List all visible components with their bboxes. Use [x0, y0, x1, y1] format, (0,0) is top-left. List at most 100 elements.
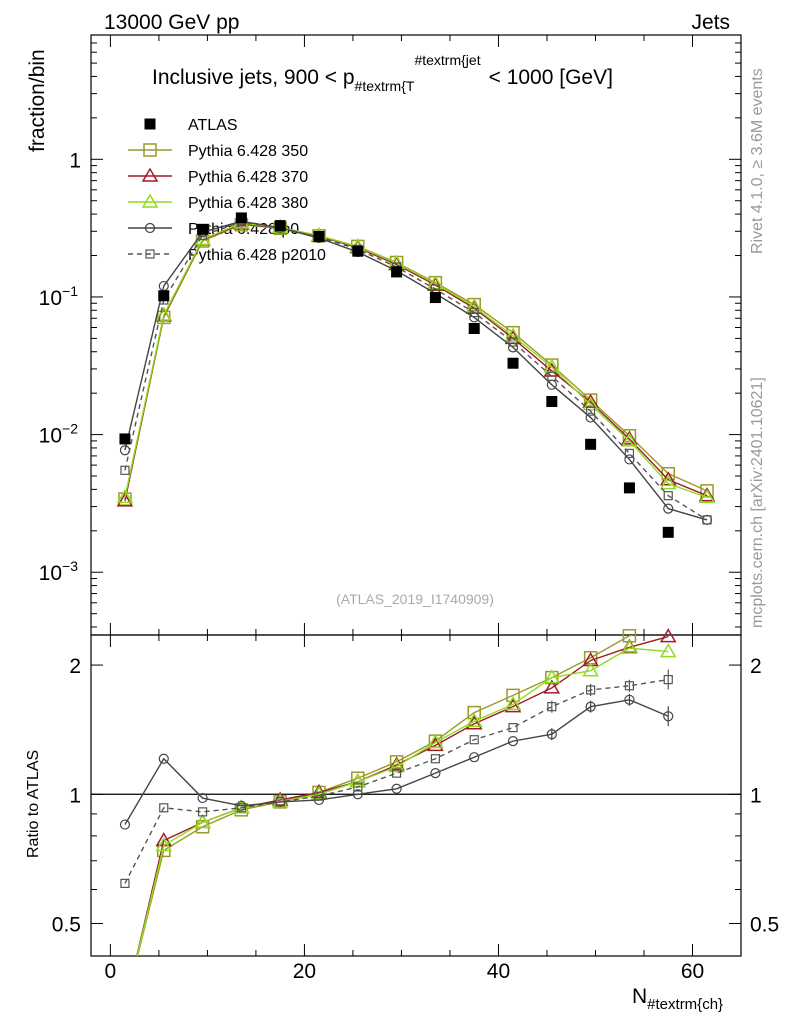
ratio-line-350: [136, 635, 634, 956]
ratio-point-p2010: [314, 791, 324, 801]
ratio-point-380: [504, 695, 522, 711]
atlas-data-point: [507, 357, 519, 369]
ratio-tick-label-2-right: 2: [750, 655, 762, 678]
ratio-point-370: [310, 783, 328, 799]
y-axis-label-bottom: Ratio to ATLAS: [25, 750, 42, 858]
ratio-point-p2010: [469, 735, 479, 745]
series-point-380: [698, 488, 716, 504]
y-tick-label-0.1-exp: −1: [62, 283, 78, 299]
ratio-tick-label-2-left: 2: [69, 655, 81, 678]
ratio-point-380: [582, 662, 599, 677]
atlas-data-point: [429, 292, 441, 304]
ratio-point-p2010: [508, 723, 518, 733]
plot-title: Inclusive jets, 900 < p#textrm{T #textrm{…: [152, 52, 613, 94]
y-tick-label-0.01-exp: −2: [62, 421, 78, 437]
y-tick-label-0.001-exp: −3: [62, 558, 78, 574]
atlas-data-point: [585, 438, 597, 450]
analysis-label: (ATLAS_2019_I1740909): [336, 591, 494, 607]
y-tick-label-0.1-base: 10: [39, 287, 62, 310]
ratio-point-p0: [197, 792, 208, 804]
ratio-point-380: [155, 836, 173, 852]
ratio-point-p2010: [159, 803, 169, 813]
title-end: < 1000 [GeV]: [489, 66, 613, 89]
ratio-line-p0: [124, 699, 669, 825]
title-sup: #textrm{jet: [414, 52, 480, 68]
legend-marker-370: [141, 167, 159, 182]
x-tick-label-20: 20: [293, 960, 316, 983]
series-point-p2010: [624, 448, 635, 459]
series-point-370: [116, 492, 134, 507]
ratio-point-350: [506, 688, 520, 703]
legend-marker-p2010: [145, 249, 155, 259]
series-line-350: [124, 223, 708, 500]
atlas-data-point: [352, 245, 364, 257]
y-tick-label-0.01-base: 10: [39, 425, 62, 448]
title-sub: #textrm{T: [355, 78, 415, 94]
ratio-point-p2010: [197, 807, 208, 817]
atlas-data-point: [313, 230, 325, 242]
atlas-data-point: [468, 322, 480, 334]
series-point-p0: [507, 342, 519, 353]
atlas-data-point: [158, 290, 170, 302]
atlas-data-point: [662, 526, 674, 538]
y-tick-label-0.001-base: 10: [39, 562, 62, 585]
ratio-point-p0: [469, 752, 480, 763]
ratio-point-p0: [507, 736, 519, 747]
series-point-370: [659, 471, 677, 486]
ratio-point-p0: [119, 819, 131, 830]
ratio-point-p2010: [275, 797, 285, 807]
atlas-data-point: [197, 223, 209, 235]
ratio-point-380: [427, 734, 444, 749]
legend-label-350: Pythia 6.428 350: [188, 143, 308, 160]
header-left: 13000 GeV pp: [104, 11, 239, 34]
y-tick-label-0.1: 10−1: [39, 283, 79, 310]
legend-label-atlas: ATLAS: [188, 117, 238, 134]
y-axis-label-top: fraction/bin: [26, 49, 49, 152]
ratio-point-380: [543, 669, 561, 684]
atlas-data-point: [623, 482, 635, 494]
ratio-tick-label-1-left: 1: [69, 784, 81, 807]
ratio-tick-label-0.5-left: 0.5: [52, 913, 81, 936]
atlas-data-point: [391, 266, 403, 278]
ratio-point-370: [582, 651, 599, 667]
ratio-point-p0: [352, 789, 363, 800]
series-point-370: [698, 487, 716, 502]
ratio-line-p2010: [124, 678, 669, 884]
series-line-p2010: [124, 221, 708, 521]
ratio-line-380: [136, 647, 669, 956]
legend-label-p2010: Pythia 6.428 p2010: [188, 247, 326, 264]
title-main: Inclusive jets, 900 < p: [152, 66, 355, 89]
series-point-p0: [585, 412, 596, 423]
series-point-p2010: [469, 307, 479, 318]
ratio-point-p0: [430, 768, 441, 779]
ratio-point-p2010: [353, 782, 363, 792]
ratio-point-370: [543, 679, 561, 694]
ratio-point-p0: [158, 753, 169, 764]
ratio-tick-label-1-right: 1: [750, 784, 762, 807]
ratio-point-p2010: [236, 803, 246, 813]
legend-marker-380: [141, 193, 159, 208]
series-point-p2010: [120, 465, 130, 475]
x-tick-label-0: 0: [105, 960, 117, 983]
series-line-p0: [124, 220, 708, 521]
ratio-point-380: [621, 639, 638, 654]
rivet-label: Rivet 4.1.0, ≥ 3.6M events: [749, 68, 766, 254]
y-tick-label-0.01: 10−2: [39, 421, 79, 448]
ratio-point-380: [194, 813, 211, 829]
atlas-data-point: [546, 395, 558, 407]
x-tick-label-60: 60: [681, 960, 704, 983]
ratio-point-380: [388, 758, 405, 773]
ratio-point-380: [659, 643, 677, 658]
series-line-370: [124, 223, 708, 502]
atlas-data-point: [119, 433, 131, 445]
series-point-p0: [624, 454, 635, 465]
series-point-380: [582, 396, 599, 411]
series-point-p2010: [663, 491, 673, 501]
x-tick-label-40: 40: [487, 960, 510, 983]
y-tick-label-1: 1: [69, 149, 81, 172]
legend-marker-atlas: [144, 118, 156, 130]
x-axis-label-main: N: [632, 985, 647, 1008]
series-point-380: [659, 475, 677, 490]
legend-label-380: Pythia 6.428 380: [188, 195, 308, 212]
